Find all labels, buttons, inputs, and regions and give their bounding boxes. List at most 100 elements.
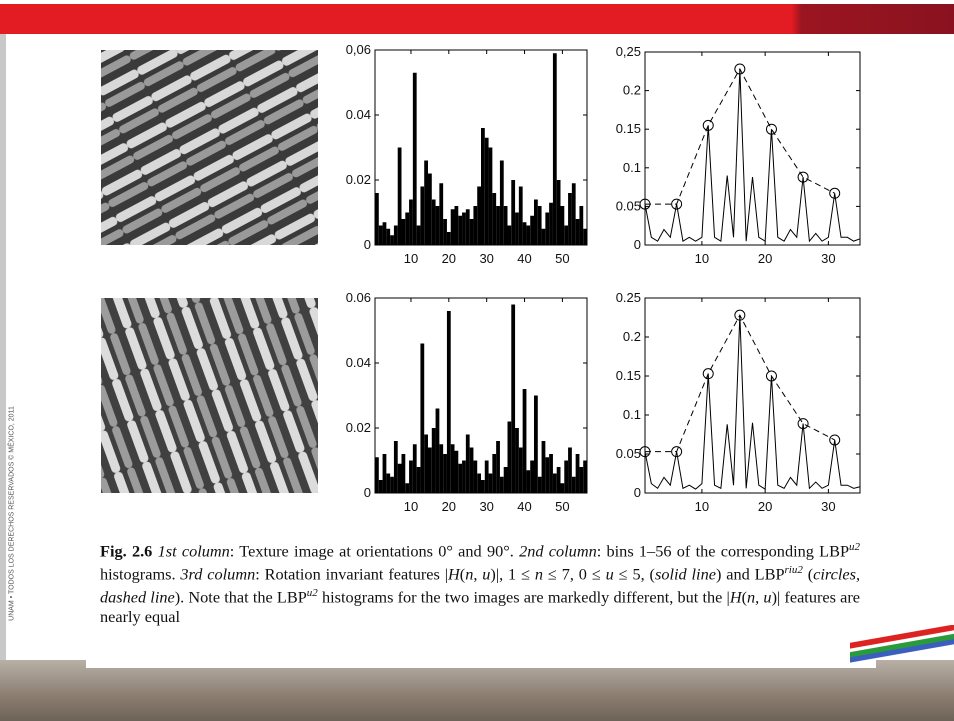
bar: [530, 215, 534, 245]
bar: [568, 447, 572, 493]
bar: [522, 389, 527, 493]
marker: [734, 63, 746, 75]
caption-text: H: [448, 564, 460, 584]
caption-text: n: [465, 564, 474, 584]
x-tick-label: 50: [555, 251, 569, 266]
axes-frame: [644, 297, 861, 494]
x-tick-label: 30: [479, 499, 493, 514]
x-tick-label: 40: [517, 499, 531, 514]
bar: [375, 457, 379, 493]
bar: [515, 428, 519, 493]
bar: [534, 199, 538, 245]
bar: [458, 463, 463, 493]
x-tick-label: 30: [821, 499, 835, 514]
marker: [671, 198, 683, 210]
bar: [397, 147, 402, 245]
y-tick-label: 0.2: [623, 83, 641, 98]
y-tick-label: 0.25: [616, 290, 641, 305]
y-tick-label: 0.04: [346, 355, 371, 370]
bar: [462, 460, 466, 493]
caption-text: (: [741, 587, 748, 607]
line: [644, 315, 861, 490]
y-tick-label: 0.15: [616, 368, 641, 383]
bar: [465, 209, 470, 245]
x-tick-label: 10: [404, 499, 418, 514]
bar: [507, 421, 512, 493]
bar: [401, 454, 406, 493]
bar: [435, 206, 440, 245]
bar: [499, 160, 504, 245]
bar: [575, 454, 580, 493]
bar: [488, 147, 493, 245]
caption-text: (: [802, 564, 814, 584]
bar: [401, 219, 406, 245]
bar: [549, 454, 553, 493]
bar: [534, 395, 538, 493]
top-bar: [0, 4, 954, 34]
x-tick-label: 20: [758, 251, 772, 266]
bar: [568, 193, 572, 245]
bar: [386, 228, 391, 245]
bar: [511, 304, 516, 493]
bar: [575, 219, 580, 245]
caption-text: ). Note that the LBP: [174, 587, 307, 607]
bar: [492, 193, 497, 245]
y-tick-label: 0.05: [616, 446, 641, 461]
bar: [390, 476, 394, 493]
bar: [431, 199, 436, 245]
bar: [518, 186, 523, 245]
bar: [571, 183, 576, 245]
bar: [579, 467, 584, 493]
axes-frame: [374, 297, 588, 494]
texture-image: [101, 298, 318, 493]
x-tick-label: 10: [695, 251, 709, 266]
caption-text: : Rotation invariant features |: [255, 564, 448, 584]
bar: [409, 199, 413, 245]
bar: [499, 476, 504, 493]
caption-text: histograms for the two images are marked…: [317, 587, 730, 607]
y-tick-label: 0: [634, 485, 641, 500]
bar: [477, 186, 481, 245]
bar: [420, 186, 425, 245]
x-tick-label: 20: [442, 499, 456, 514]
y-tick-label: 0.15: [616, 121, 641, 136]
caption-text: )| features are nearly equal: [100, 587, 861, 626]
axes-frame: [374, 49, 588, 246]
bar: [416, 467, 421, 493]
bar: [545, 457, 550, 493]
bar: [537, 476, 542, 493]
bar: [424, 434, 428, 493]
bar: [560, 483, 565, 493]
axes-frame: [644, 51, 861, 246]
caption-text: n: [534, 564, 544, 584]
bar: [412, 444, 417, 493]
bar: [443, 219, 447, 245]
bar: [431, 428, 436, 493]
bar: [545, 212, 550, 245]
caption-text: )|, 1 ≤: [490, 564, 535, 584]
caption-text: u2: [306, 586, 318, 599]
caption-text: histograms.: [100, 564, 181, 584]
marker: [797, 171, 809, 183]
bar: [549, 202, 553, 245]
y-tick-label: 0: [364, 485, 371, 500]
bar: [564, 225, 569, 245]
bar: [390, 235, 394, 245]
bar: [378, 225, 383, 245]
caption-text: : bins 1–56 of the corresponding LBP: [596, 541, 850, 561]
x-tick-label: 10: [695, 499, 709, 514]
marker: [702, 119, 714, 131]
bar: [473, 460, 478, 493]
left-band: [0, 34, 6, 664]
y-tick-label: 0,25: [616, 44, 641, 59]
caption-text: 3rd column: [180, 564, 256, 584]
bar: [469, 447, 474, 493]
bar: [462, 212, 466, 245]
bar: [439, 444, 444, 493]
bar: [465, 434, 470, 493]
bar: [492, 454, 497, 493]
marker: [765, 370, 777, 382]
bar: [382, 222, 387, 245]
caption-text: ≤ 5, (: [613, 564, 655, 584]
